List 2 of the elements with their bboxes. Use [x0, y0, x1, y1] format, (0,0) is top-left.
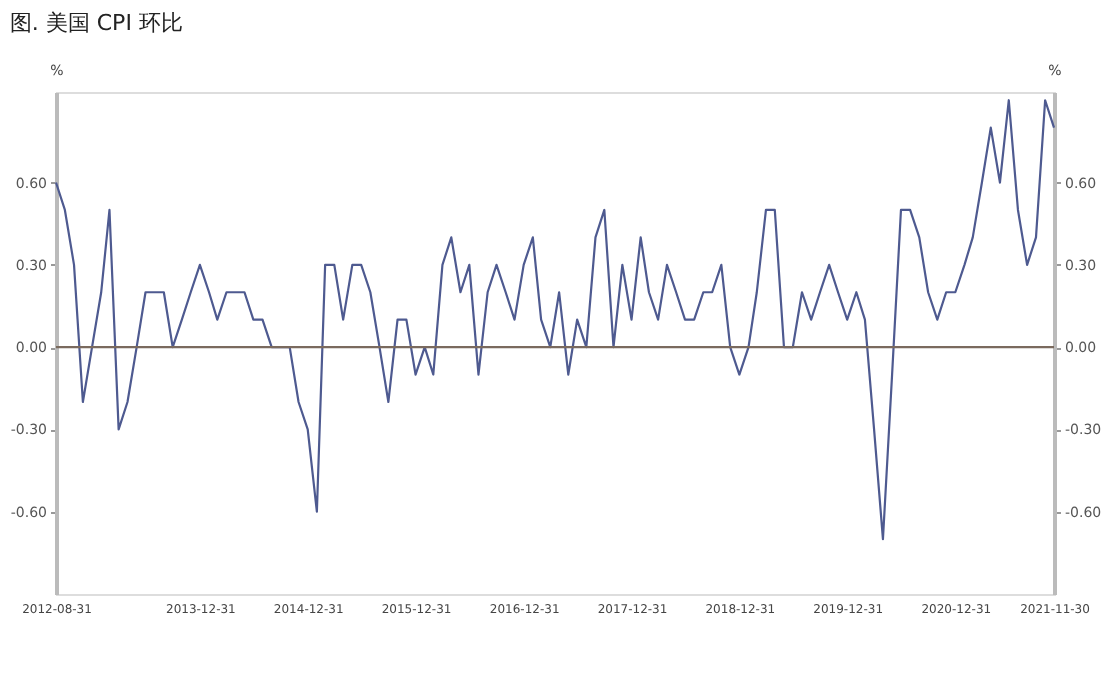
chart-title: 图. 美国 CPI 环比: [9, 10, 183, 36]
line-series: [54, 99, 1056, 541]
